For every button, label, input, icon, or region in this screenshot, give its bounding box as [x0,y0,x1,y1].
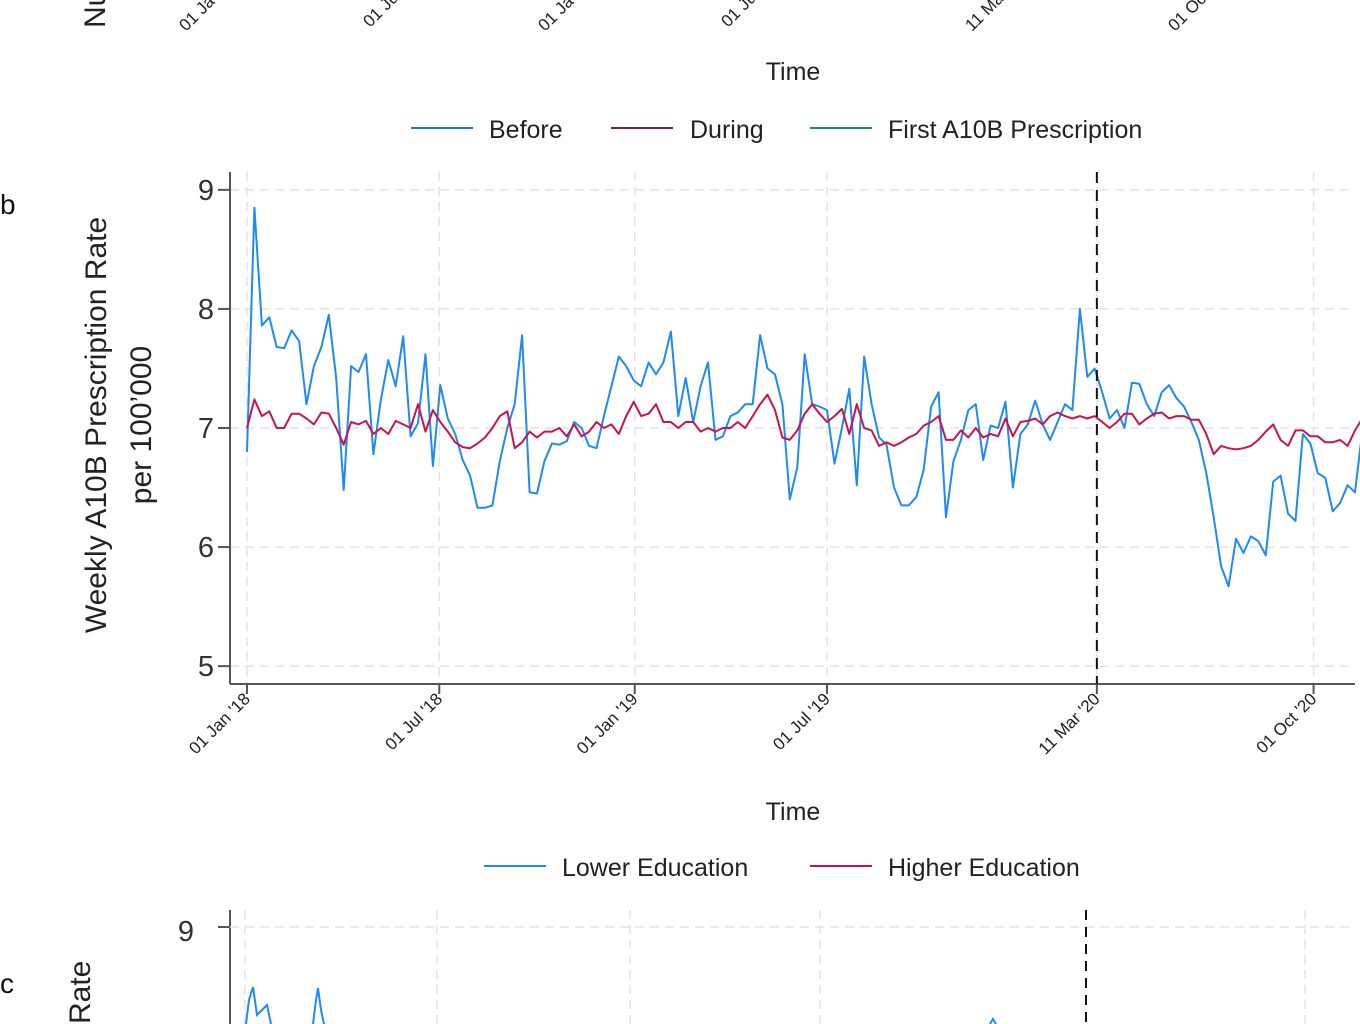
panel-b-series [246,206,1360,588]
panel-a-xtick-label-4: 11 Ma [961,0,1007,35]
panel-c-ytick: 9 [178,916,194,948]
panel-a-xtick-label-0: 01 Ja [175,0,218,35]
panel-b-y-ticks: 5 6 7 8 9 [198,175,230,683]
ytick-label-9: 9 [198,175,214,207]
xtick-label-4: 11 Mar '20 [1035,689,1104,758]
legend-label-during: During [690,116,764,144]
ytick-label-5: 5 [198,651,214,683]
panel-a-legend: Before During First A10B Prescription [411,116,1142,144]
legend-label-before: Before [489,116,563,144]
legend-label-first-prescription: First A10B Prescription [888,116,1142,144]
xtick-label-5: 01 Oct '20 [1253,689,1321,757]
panel-c-series-fragment-3 [989,1017,997,1024]
ytick-label-6: 6 [198,532,214,564]
xtick-label-1: 01 Jul '18 [382,689,447,754]
panel-b-xlabel: Time [766,798,821,826]
panel-a-xtick-label-5: 01 Oc [1164,0,1210,35]
panel-c-ylabel-partial: Rate [64,961,97,1024]
legend-label-lower-education: Lower Education [562,854,748,882]
panel-a-fragment: Nu 01 Ja 01 Ju 01 Ja 01 Ju 11 Ma 01 Oc Time B… [79,0,1210,144]
panel-c-letter: c [0,968,14,999]
legend-label-higher-education: Higher Education [888,854,1080,882]
xtick-label-0: 01 Jan '18 [185,689,254,758]
panel-c-fragment: c Rate 9 [0,910,1355,1024]
panel-c-gridlines [230,910,1355,1024]
panel-b: b Weekly A10B Prescription Rate per 100’… [0,172,1360,882]
panel-a-tick-labels: 01 Ja 01 Ju 01 Ja 01 Ju 11 Ma 01 Oc [175,0,1210,35]
panel-b-ylabel-line1: Weekly A10B Prescription Rate [80,217,113,633]
panel-b-letter: b [0,189,16,220]
panel-a-xtick-label-2: 01 Ja [534,0,577,35]
xtick-label-3: 01 Jul '19 [769,689,834,754]
panel-a-ylabel-partial: Nu [79,0,112,28]
panel-b-x-ticks: 01 Jan '18 01 Jul '18 01 Jan '19 01 Jul '19… [185,684,1320,758]
panel-a-xtick-label-1: 01 Ju [359,0,402,31]
panel-b-ylabel-line2: per 100’000 [125,346,158,504]
ytick-label-8: 8 [198,294,214,326]
series-line-higher-education [246,393,1360,456]
panel-a-xlabel: Time [766,58,821,86]
ytick-label-7: 7 [198,413,214,445]
panel-b-gridlines [230,172,1355,684]
xtick-label-2: 01 Jan '19 [573,689,642,758]
panel-a-xtick-label-3: 01 Ju [717,0,760,31]
panel-c-series-fragment-2 [312,987,325,1024]
panel-c-series-fragment-1 [245,986,272,1024]
series-line-lower-education [246,206,1360,588]
panel-b-legend: Lower Education Higher Education [484,854,1080,882]
